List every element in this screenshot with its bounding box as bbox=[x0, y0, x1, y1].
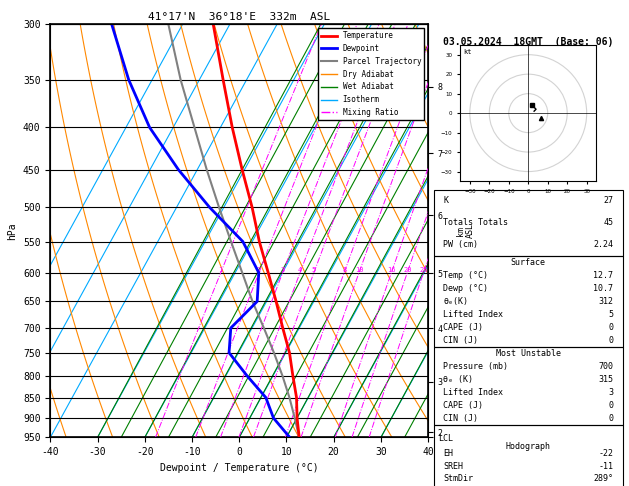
Text: 27: 27 bbox=[603, 196, 613, 205]
Text: 1: 1 bbox=[219, 267, 223, 273]
Text: Temp (°C): Temp (°C) bbox=[443, 271, 488, 279]
Text: -11: -11 bbox=[598, 462, 613, 471]
Text: 0: 0 bbox=[608, 414, 613, 423]
Text: 0: 0 bbox=[608, 323, 613, 331]
Text: 16: 16 bbox=[387, 267, 396, 273]
Text: CAPE (J): CAPE (J) bbox=[443, 323, 483, 331]
Text: 3: 3 bbox=[608, 388, 613, 397]
Bar bbox=[434, 347, 623, 425]
Text: 2: 2 bbox=[257, 267, 261, 273]
Text: θₑ (K): θₑ (K) bbox=[443, 375, 473, 384]
Title: 41°17'N  36°18'E  332m  ASL: 41°17'N 36°18'E 332m ASL bbox=[148, 12, 330, 22]
Text: 5: 5 bbox=[608, 310, 613, 318]
Text: Surface: Surface bbox=[511, 258, 546, 267]
Text: 10.7: 10.7 bbox=[593, 284, 613, 293]
Y-axis label: km
ASL: km ASL bbox=[455, 224, 475, 238]
Bar bbox=[434, 256, 623, 347]
Text: 25: 25 bbox=[419, 267, 428, 273]
Text: 0: 0 bbox=[608, 401, 613, 410]
Text: CIN (J): CIN (J) bbox=[443, 414, 478, 423]
Text: EH: EH bbox=[443, 450, 454, 458]
Text: Dewp (°C): Dewp (°C) bbox=[443, 284, 488, 293]
Text: -22: -22 bbox=[598, 450, 613, 458]
Text: 315: 315 bbox=[598, 375, 613, 384]
Legend: Temperature, Dewpoint, Parcel Trajectory, Dry Adiabat, Wet Adiabat, Isotherm, Mi: Temperature, Dewpoint, Parcel Trajectory… bbox=[318, 28, 425, 120]
Text: 8: 8 bbox=[342, 267, 346, 273]
Bar bbox=[434, 425, 623, 486]
Text: 4: 4 bbox=[298, 267, 302, 273]
Text: 5: 5 bbox=[312, 267, 316, 273]
Text: 20: 20 bbox=[403, 267, 411, 273]
Text: 0: 0 bbox=[608, 335, 613, 345]
Y-axis label: hPa: hPa bbox=[8, 222, 18, 240]
Text: PW (cm): PW (cm) bbox=[443, 240, 478, 249]
Text: 45: 45 bbox=[603, 218, 613, 227]
Text: 3: 3 bbox=[281, 267, 285, 273]
Text: 289°: 289° bbox=[593, 474, 613, 483]
Text: 10: 10 bbox=[355, 267, 363, 273]
Text: CAPE (J): CAPE (J) bbox=[443, 401, 483, 410]
Text: Pressure (mb): Pressure (mb) bbox=[443, 362, 508, 371]
Text: θₑ(K): θₑ(K) bbox=[443, 296, 468, 306]
Text: 2.24: 2.24 bbox=[593, 240, 613, 249]
Text: SREH: SREH bbox=[443, 462, 463, 471]
Text: StmDir: StmDir bbox=[443, 474, 473, 483]
Text: Totals Totals: Totals Totals bbox=[443, 218, 508, 227]
Text: Lifted Index: Lifted Index bbox=[443, 310, 503, 318]
Text: 700: 700 bbox=[598, 362, 613, 371]
Text: Hodograph: Hodograph bbox=[506, 442, 551, 451]
Text: 03.05.2024  18GMT  (Base: 06): 03.05.2024 18GMT (Base: 06) bbox=[443, 37, 613, 47]
X-axis label: Dewpoint / Temperature (°C): Dewpoint / Temperature (°C) bbox=[160, 463, 318, 473]
Text: CIN (J): CIN (J) bbox=[443, 335, 478, 345]
Text: 12.7: 12.7 bbox=[593, 271, 613, 279]
Text: Most Unstable: Most Unstable bbox=[496, 348, 561, 358]
Text: Lifted Index: Lifted Index bbox=[443, 388, 503, 397]
Text: 312: 312 bbox=[598, 296, 613, 306]
Bar bbox=[434, 190, 623, 256]
Text: K: K bbox=[443, 196, 448, 205]
